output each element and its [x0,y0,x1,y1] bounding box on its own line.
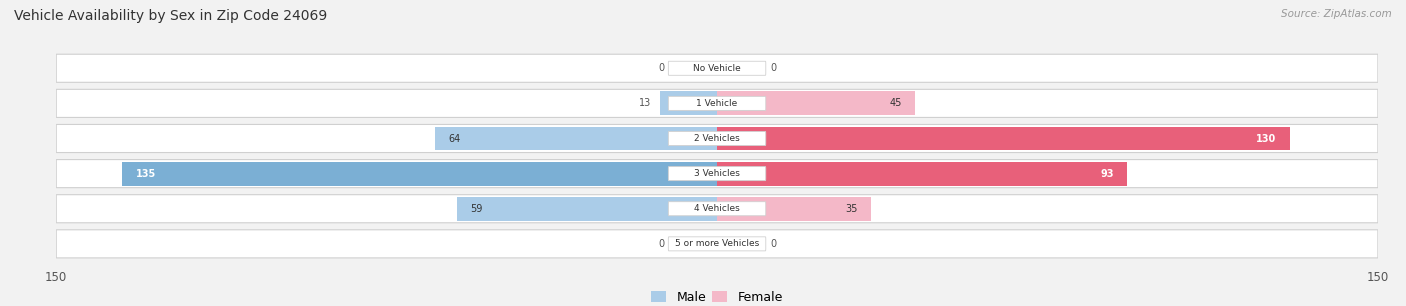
FancyBboxPatch shape [56,230,1378,258]
Bar [717,91,915,115]
Text: 1 Vehicle: 1 Vehicle [696,99,738,108]
Bar [457,197,717,221]
FancyBboxPatch shape [56,125,1378,153]
Bar [122,162,717,185]
FancyBboxPatch shape [56,89,1378,118]
Text: 93: 93 [1099,169,1114,179]
FancyBboxPatch shape [668,166,766,181]
Bar [434,127,717,151]
Text: Source: ZipAtlas.com: Source: ZipAtlas.com [1281,9,1392,19]
Text: 0: 0 [770,239,776,249]
Text: 45: 45 [890,99,903,108]
FancyBboxPatch shape [668,237,766,251]
Legend: Male, Female: Male, Female [651,291,783,304]
Text: 130: 130 [1257,133,1277,144]
Text: 35: 35 [845,204,858,214]
Bar [717,162,1126,185]
Text: 4 Vehicles: 4 Vehicles [695,204,740,213]
Text: 0: 0 [658,239,664,249]
Text: 3 Vehicles: 3 Vehicles [695,169,740,178]
Bar [717,127,1289,151]
Text: 59: 59 [471,204,482,214]
FancyBboxPatch shape [668,96,766,110]
Text: No Vehicle: No Vehicle [693,64,741,73]
Text: 5 or more Vehicles: 5 or more Vehicles [675,239,759,248]
Text: 2 Vehicles: 2 Vehicles [695,134,740,143]
Bar [659,91,717,115]
FancyBboxPatch shape [668,202,766,216]
FancyBboxPatch shape [668,61,766,75]
FancyBboxPatch shape [56,159,1378,188]
Text: 13: 13 [638,99,651,108]
Text: 0: 0 [770,63,776,73]
Text: Vehicle Availability by Sex in Zip Code 24069: Vehicle Availability by Sex in Zip Code … [14,9,328,23]
Bar [717,197,872,221]
Text: 135: 135 [135,169,156,179]
Text: 0: 0 [658,63,664,73]
FancyBboxPatch shape [56,195,1378,223]
FancyBboxPatch shape [56,54,1378,82]
Text: 64: 64 [449,133,461,144]
FancyBboxPatch shape [668,132,766,146]
